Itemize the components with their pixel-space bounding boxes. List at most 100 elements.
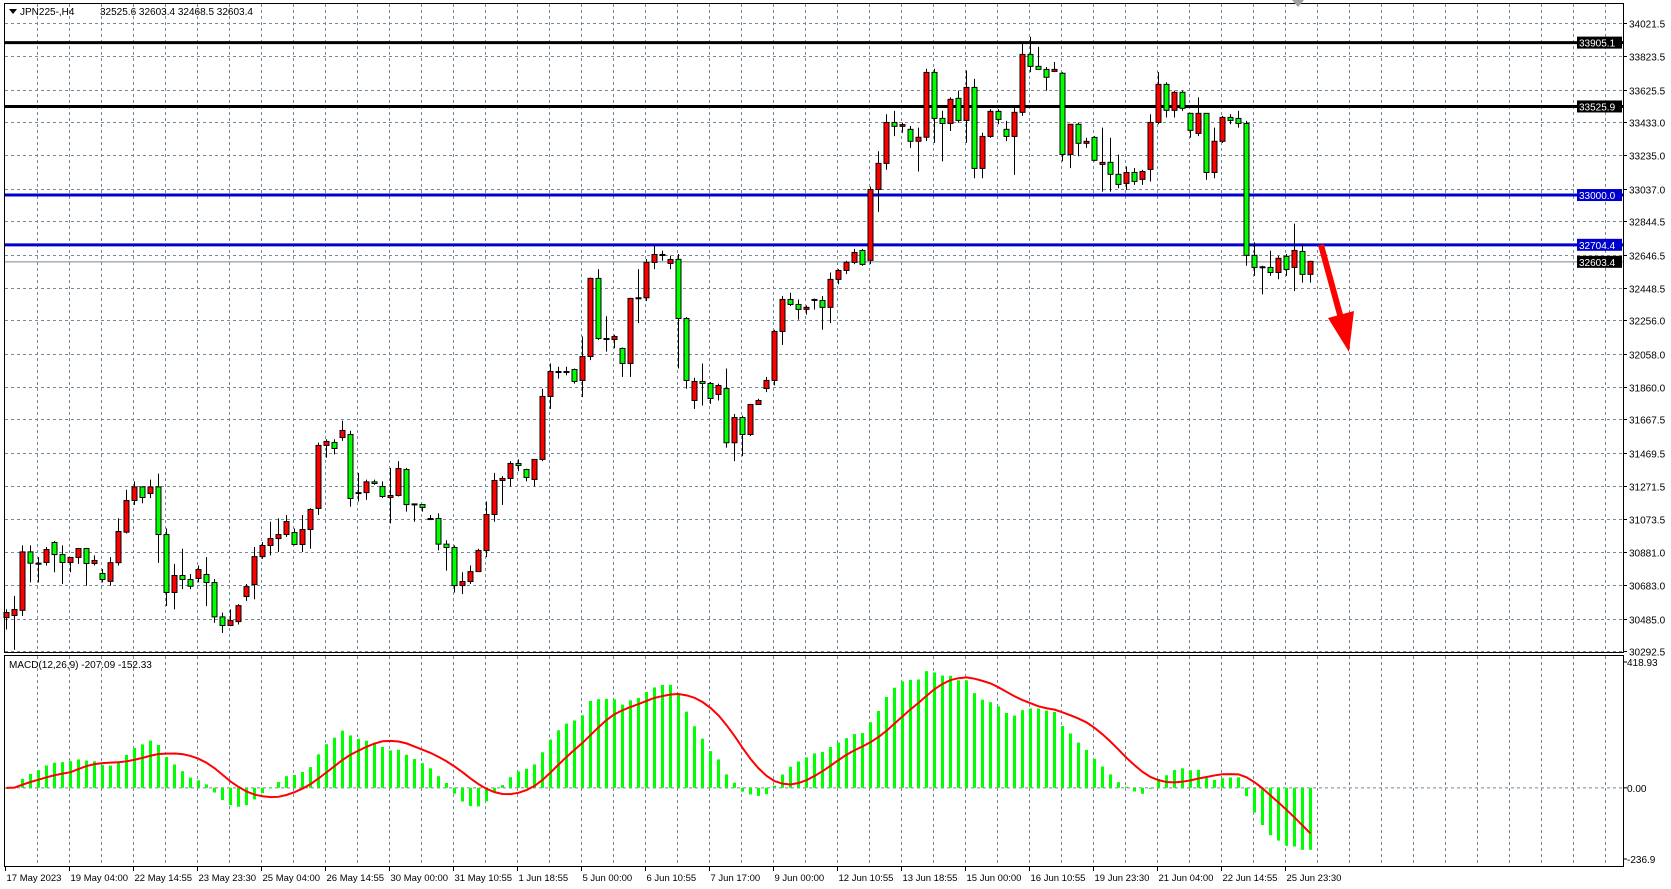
panel-frames [4,0,1624,867]
price-axis: 34021.5 33823.5 33625.5 33433.0 33235.0 33037… [1623,20,1666,659]
time-tick-label: 17 May 2023 [7,873,62,884]
candle-bull [123,500,130,533]
chart-shift-marker-icon[interactable] [1292,0,1304,7]
candle-bear [595,277,602,340]
macd-histogram-bar [389,750,392,788]
price-level-label: 32603.4 [1579,258,1616,269]
time-tick-label: 26 May 14:55 [327,873,385,884]
horizontal-levels[interactable]: 33905.1 33525.9 33000.0 32704.4 32603.4 [5,36,1623,269]
candle-bull [899,124,906,127]
macd-histogram-bar [405,754,408,788]
time-tick-label: 5 Jun 00:00 [583,873,633,884]
macd-histogram-bar [1149,787,1152,789]
candle-bear [1203,112,1210,173]
macd-histogram-bar [477,787,480,807]
macd-label: MACD(12,26,9) -207.09 -152.33 [9,660,152,671]
candle-bull [611,335,618,341]
candle-bull [755,399,762,406]
macd-histogram-bar [605,698,608,788]
candle-bull [427,518,434,521]
time-tick-label: 21 Jun 04:00 [1159,873,1214,884]
macd-histogram-bar [781,774,784,788]
macd-histogram-bar [133,747,136,788]
price-tick-label: 30683.0 [1629,582,1666,593]
candle-bull [947,98,954,124]
macd-histogram-bar [549,739,552,788]
price-level-label: 33905.1 [1579,39,1616,50]
macd-histogram-bar [525,768,528,788]
candle-bear [995,110,1002,120]
candle-bull [587,277,594,358]
candle-bear [723,388,730,444]
macd-histogram-bar [629,700,632,788]
price-level-tag [1577,238,1622,251]
candle-bear [1243,122,1250,256]
candle-bull [771,330,778,381]
candle-bull [731,416,738,444]
price-tick-label: 33037.0 [1629,186,1666,197]
dropdown-triangle-icon[interactable] [9,9,17,14]
macd-histogram-bar [1245,787,1248,797]
macd-histogram-bar [125,754,128,788]
macd-tick-label: -236.9 [1627,855,1656,866]
macd-histogram-bar [1229,777,1232,788]
time-tick-label: 25 May 04:00 [263,873,321,884]
macd-histogram-bar [717,759,720,788]
macd-histogram-bar [885,697,888,788]
macd-histogram-bar [237,787,240,807]
candle-bull [1259,266,1266,269]
candle-bull [1011,111,1018,137]
macd-histogram-bar [1133,787,1136,792]
candle-bear [211,582,218,618]
macd-histogram-bar [677,694,680,788]
macd-histogram-bar [165,757,168,788]
price-level-label: 33000.0 [1579,191,1616,202]
candle-bear [371,481,378,485]
candle-bear [1283,255,1290,270]
macd-histogram-bar [205,784,208,788]
price-level-label: 33525.9 [1579,102,1616,113]
candle-bear [1027,53,1034,67]
candle-bull [1019,53,1026,113]
candle-bull [75,548,82,558]
price-tick-label: 32256.0 [1629,317,1666,328]
candle-bear [907,128,914,142]
price-tick-label: 32844.5 [1629,218,1666,229]
macd-histogram-bar [373,742,376,788]
macd-histogram-bar [741,787,744,792]
candle-bear [59,554,66,564]
candle-bear [179,574,186,581]
macd-histogram-bar [301,772,304,788]
macd-histogram-bar [269,787,272,789]
macd-tick-label: 418.93 [1627,658,1658,669]
macd-histogram-bar [309,767,312,788]
macd-histogram-bar [149,740,152,788]
candle-bear [683,317,690,381]
macd-histogram-bar [109,765,112,788]
candle-bull [715,385,722,395]
candle-bull [1195,112,1202,134]
down-arrow-annotation[interactable] [1318,244,1354,352]
macd-histogram-bar [685,711,688,788]
macd-histogram-bar [413,759,416,788]
macd-histogram-bar [581,715,584,788]
macd-histogram-bar [501,785,504,788]
macd-histogram-bar [765,787,768,795]
candle-bull [323,440,330,446]
macd-histogram-bar [197,780,200,788]
candle-bear [795,303,802,310]
macd-histogram-bar [509,777,512,788]
macd-histogram-bar [701,738,704,788]
candle-bull [299,528,306,545]
candle-bull [467,571,474,583]
candle-bear [675,258,682,319]
candle-bull [1123,171,1130,184]
candle-bull [267,538,274,546]
time-axis: 17 May 2023 19 May 04:00 22 May 14:55 23 Ma… [5,866,1341,884]
candle-bull [483,514,490,552]
candle-bull [1051,68,1058,72]
macd-histogram-bar [1261,787,1264,826]
macd-histogram-bar [453,787,456,794]
candle-bull [283,521,290,536]
